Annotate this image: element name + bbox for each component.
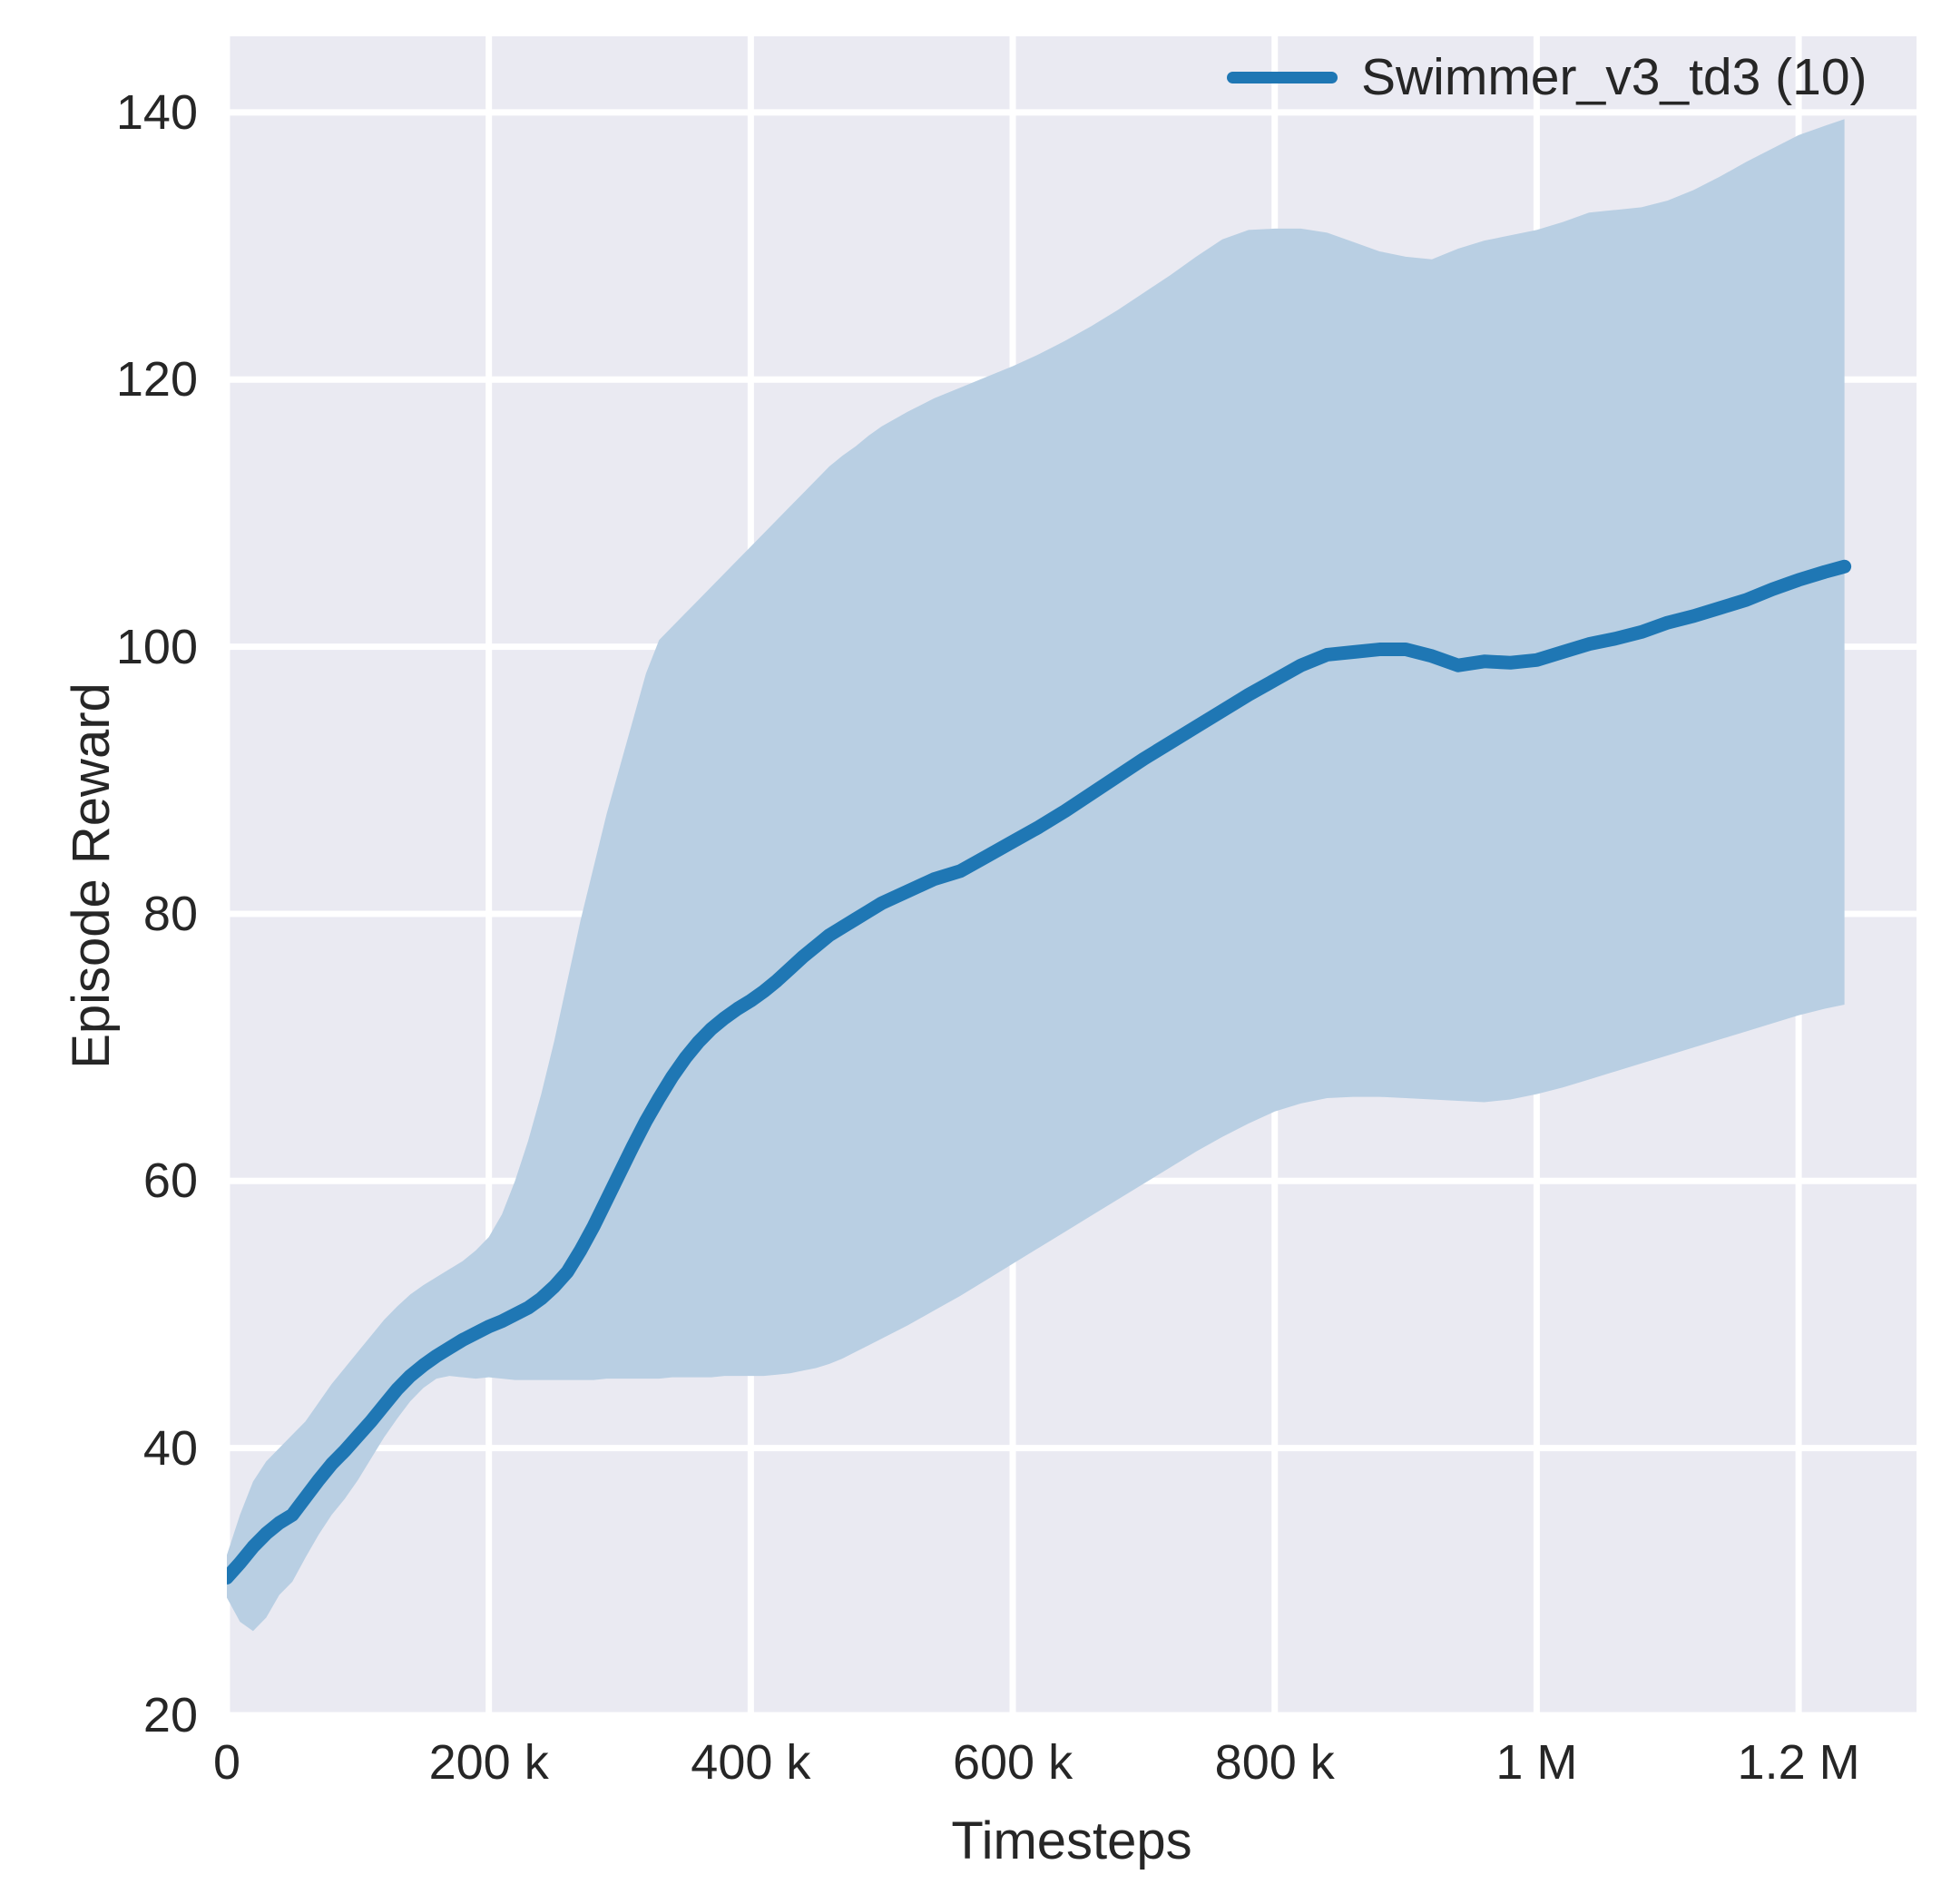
y-tick-label: 40 xyxy=(142,1420,198,1476)
y-tick-label: 120 xyxy=(115,352,198,407)
y-tick-label: 20 xyxy=(142,1688,198,1742)
y-tick-label: 100 xyxy=(115,619,198,674)
x-tick-label: 0 xyxy=(212,1735,241,1790)
y-tick-label: 140 xyxy=(115,84,198,140)
x-tick-label: 1 M xyxy=(1495,1735,1578,1790)
y-axis-title: Episode Reward xyxy=(62,682,121,1069)
x-tick-label: 400 k xyxy=(691,1735,811,1790)
series-line xyxy=(227,559,1852,1585)
plot-svg xyxy=(227,36,1917,1715)
confidence-band xyxy=(227,119,1845,1632)
legend-line-swatch xyxy=(1227,71,1338,83)
x-tick-label: 1.2 M xyxy=(1737,1735,1860,1790)
x-tick-label: 800 k xyxy=(1214,1735,1335,1790)
y-tick-label: 80 xyxy=(142,886,198,941)
plot-area xyxy=(227,36,1917,1715)
y-tick-label: 60 xyxy=(142,1153,198,1209)
x-tick-label: 600 k xyxy=(952,1735,1074,1790)
x-axis-title: Timesteps xyxy=(951,1811,1192,1870)
x-tick-label: 200 k xyxy=(428,1735,549,1790)
legend-label: Swimmer_v3_td3 (10) xyxy=(1361,47,1868,106)
legend[interactable]: Swimmer_v3_td3 (10) xyxy=(1227,45,1868,109)
